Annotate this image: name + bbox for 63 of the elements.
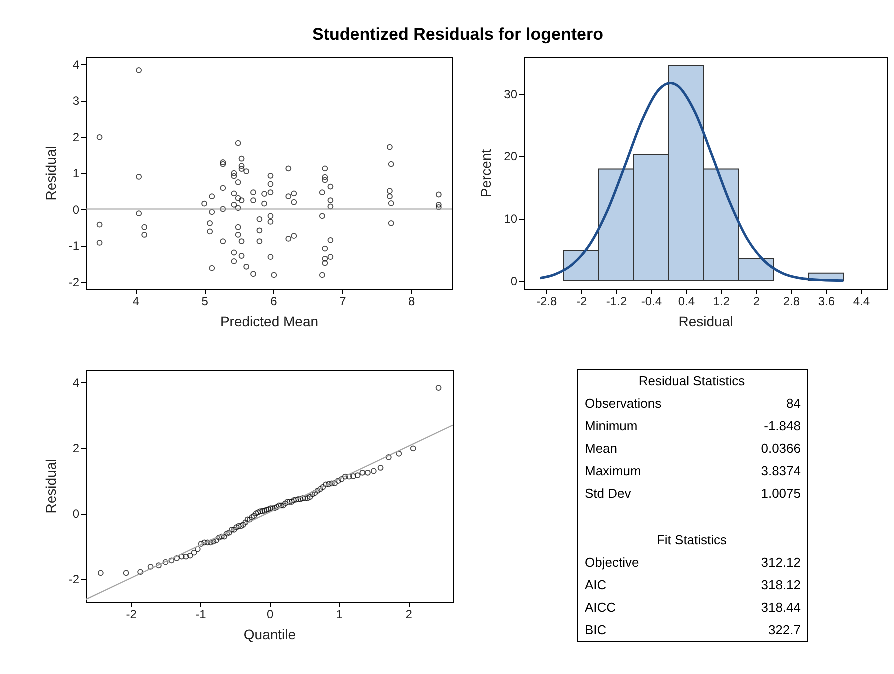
y-tick-label: 1 [72, 166, 80, 180]
data-label: 322.7 [768, 622, 801, 638]
x-tick-label: -1 [196, 608, 207, 622]
y-tick-label: 0 [72, 507, 80, 522]
data-label: 0.0366 [761, 440, 801, 456]
x-tick-label: 2 [406, 608, 413, 622]
y-axis-title: Percent [478, 149, 494, 198]
x-tick-label: 2.8 [783, 294, 800, 308]
y-axis-title: Residual [42, 146, 59, 201]
chart-title: Studentized Residuals for logentero [312, 25, 604, 45]
data-label: 318.12 [761, 577, 801, 592]
y-tick-label: 30 [504, 87, 518, 102]
y-tick-label: 3 [72, 94, 80, 108]
data-label: 1.0075 [761, 486, 801, 501]
category-label: Minimum [585, 418, 638, 434]
x-tick-label: -1.2 [606, 294, 628, 308]
text: Fit Statistics [656, 532, 728, 548]
y-tick-label: 2 [72, 441, 80, 456]
y-tick-label: 4 [72, 376, 80, 390]
y-tick-label: -2 [68, 572, 80, 587]
x-axis-title: Residual [678, 314, 734, 330]
y-tick-label: 0 [72, 202, 80, 217]
x-tick-label: 0 [267, 608, 274, 622]
y-tick-label: 20 [504, 150, 518, 164]
x-tick-label: 8 [408, 294, 416, 308]
x-axis-title: Quantile [244, 626, 296, 642]
data-label: -1.848 [764, 418, 801, 434]
x-tick-label: 4.4 [853, 294, 870, 308]
data-label: 312.12 [761, 554, 801, 570]
x-tick-label: 6 [270, 294, 278, 308]
x-tick-label: 4 [132, 294, 140, 308]
category-label: Mean [585, 440, 618, 456]
y-tick-label: -2 [68, 275, 80, 290]
x-tick-label: -2 [126, 608, 138, 622]
x-tick-label: 3.6 [818, 294, 836, 308]
line-series [538, 82, 845, 282]
category-label: Objective [585, 554, 640, 570]
category-label: Maximum [585, 463, 642, 478]
x-tick-label: 7 [340, 294, 347, 308]
y-tick-label: -1 [68, 239, 80, 253]
category-label: Observations [585, 396, 662, 411]
x-tick-label: 0.4 [678, 294, 696, 308]
x-tick-label: -0.4 [641, 294, 662, 308]
data-label: 84 [786, 396, 801, 411]
x-tick-label: 1.2 [713, 294, 730, 308]
category-label: AIC [585, 577, 607, 592]
y-tick-label: 10 [504, 212, 518, 226]
x-tick-label: 5 [202, 294, 209, 308]
y-tick-label: 0 [510, 274, 518, 288]
y-tick-label: 2 [72, 130, 80, 144]
text: Residual Statistics [638, 373, 746, 388]
data-label: 318.44 [761, 600, 801, 615]
y-axis-title: Residual [42, 459, 59, 514]
x-axis-title: Predicted Mean [220, 314, 319, 330]
x-tick-label: 2 [753, 294, 760, 308]
data-label: 3.8374 [761, 463, 801, 478]
x-tick-label: -2.8 [536, 294, 558, 308]
category-label: AICC [585, 600, 616, 615]
x-tick-label: -2 [576, 294, 588, 308]
x-tick-label: 1 [336, 608, 344, 622]
y-tick-label: 4 [72, 58, 80, 72]
category-label: Std Dev [585, 486, 632, 501]
category-label: BIC [585, 622, 607, 638]
